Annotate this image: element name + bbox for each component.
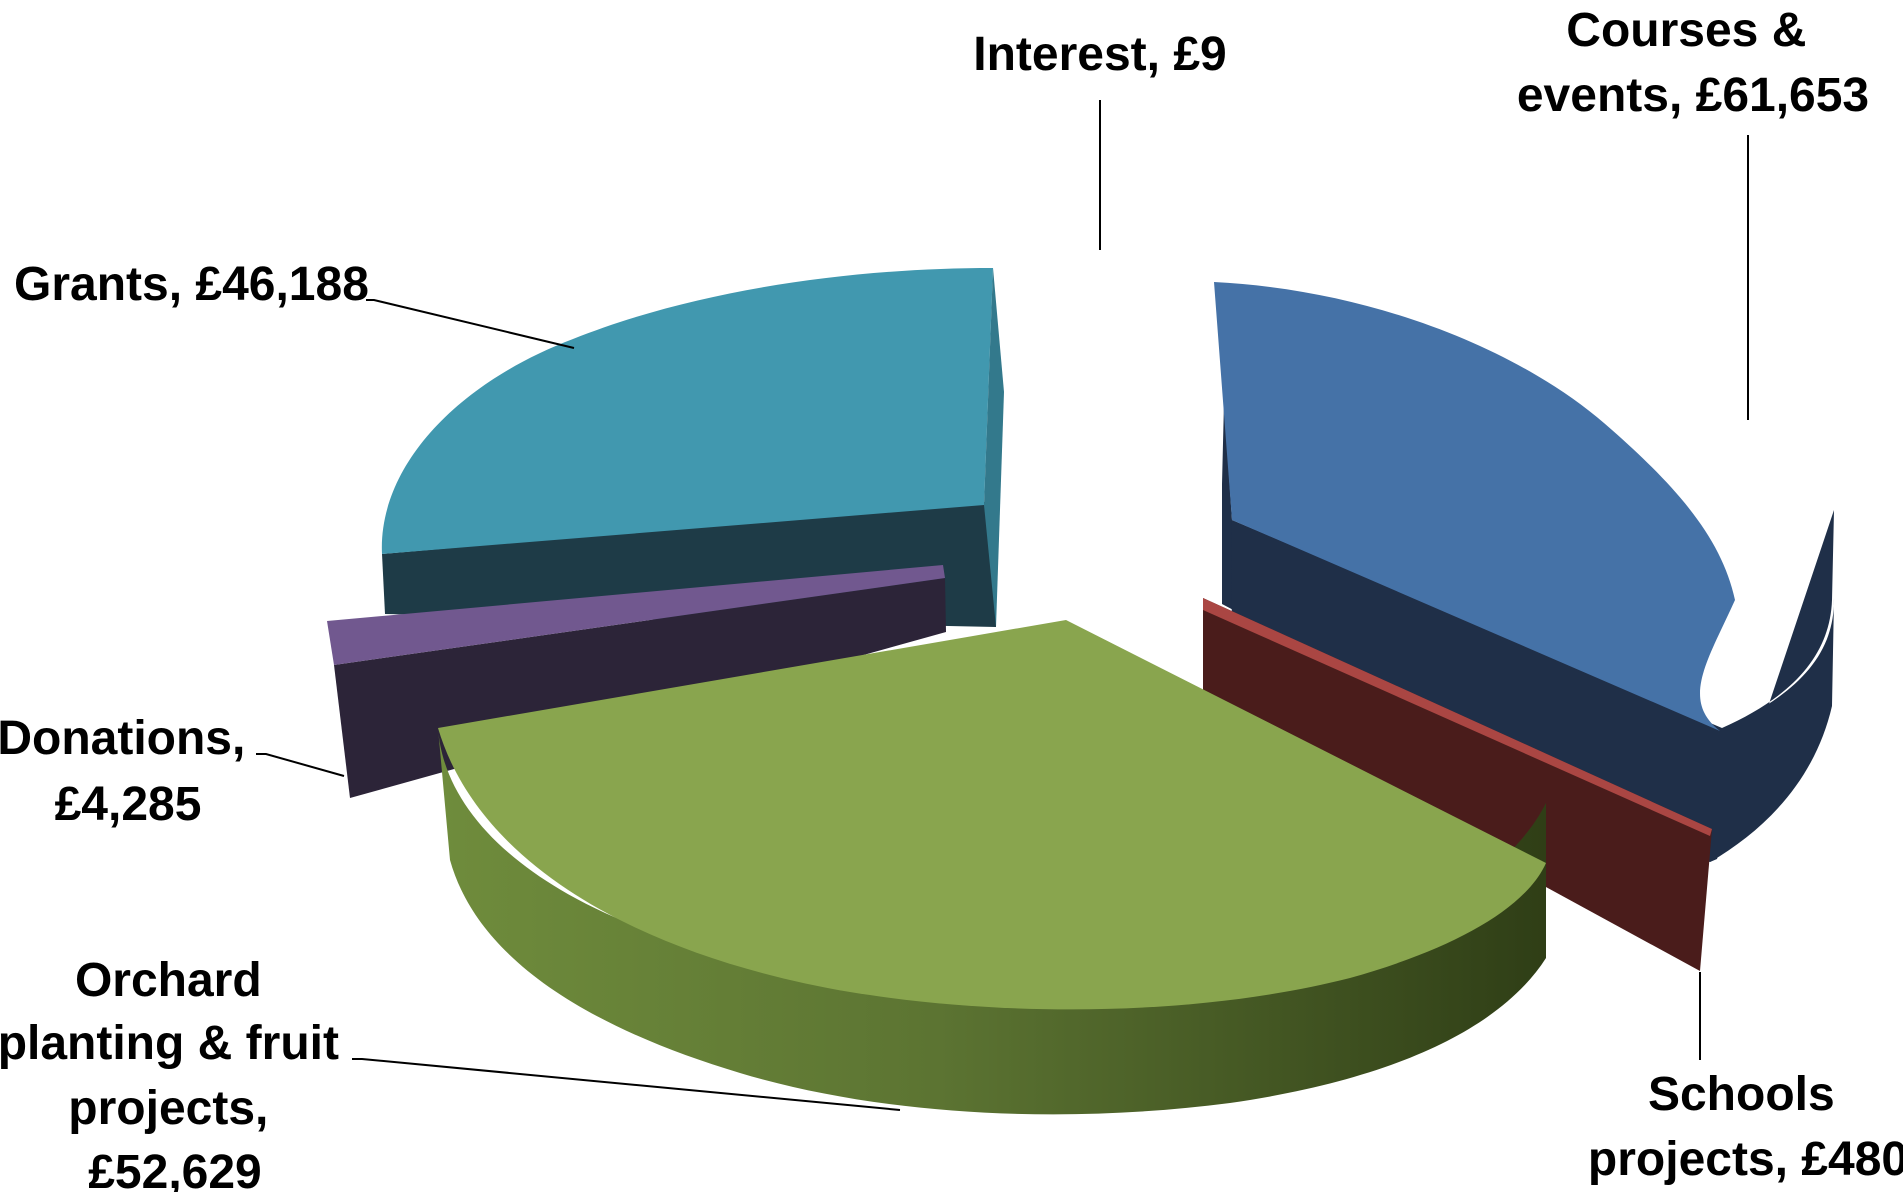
label-courses: Courses & events, £61,653	[1517, 4, 1869, 122]
label-schools-line-1: Schools	[1648, 1068, 1835, 1121]
leader-grants	[366, 299, 575, 349]
label-donations: Donations, £4,285	[0, 712, 259, 831]
label-orchard-line-1: Orchard	[75, 954, 262, 1007]
label-donations-line-2: £4,285	[55, 778, 202, 831]
label-interest: Interest, £9	[973, 28, 1226, 81]
label-orchard-line-3: projects,	[68, 1082, 268, 1135]
slice-orchard-top	[438, 620, 1546, 1010]
slice-courses-top	[1214, 282, 1735, 731]
slice-grants-top	[381, 268, 993, 554]
slice-orchard[interactable]	[438, 620, 1546, 1115]
slice-schools[interactable]	[1203, 598, 1712, 971]
label-courses-line-1: Courses &	[1566, 4, 1806, 57]
label-grants: Grants, £46,188	[14, 258, 369, 311]
label-orchard: Orchard planting & fruit projects, £52,6…	[0, 954, 352, 1192]
label-interest-line-1: Interest, £9	[973, 28, 1226, 81]
label-orchard-line-4: £52,629	[88, 1146, 262, 1192]
data-labels: Interest, £9 Courses & events, £61,653 G…	[0, 4, 1903, 1192]
label-donations-line-1: Donations,	[0, 712, 245, 765]
label-schools: Schools projects, £480	[1588, 1068, 1903, 1186]
leader-donations	[256, 753, 345, 777]
slice-courses-front	[1231, 520, 1835, 862]
slice-schools-side	[1203, 598, 1712, 971]
label-orchard-line-2: planting & fruit	[0, 1017, 339, 1070]
slice-courses[interactable]	[1214, 282, 1835, 862]
slice-schools-top	[1203, 598, 1712, 836]
label-courses-line-2: events, £61,653	[1517, 69, 1869, 122]
slice-orchard-side	[438, 728, 1546, 1115]
slice-donations-top	[327, 565, 945, 665]
label-schools-line-2: projects, £480	[1588, 1133, 1903, 1186]
label-grants-line-1: Grants, £46,188	[14, 258, 369, 311]
leader-orchard	[352, 1058, 901, 1111]
slice-grants-edge	[984, 268, 1004, 627]
